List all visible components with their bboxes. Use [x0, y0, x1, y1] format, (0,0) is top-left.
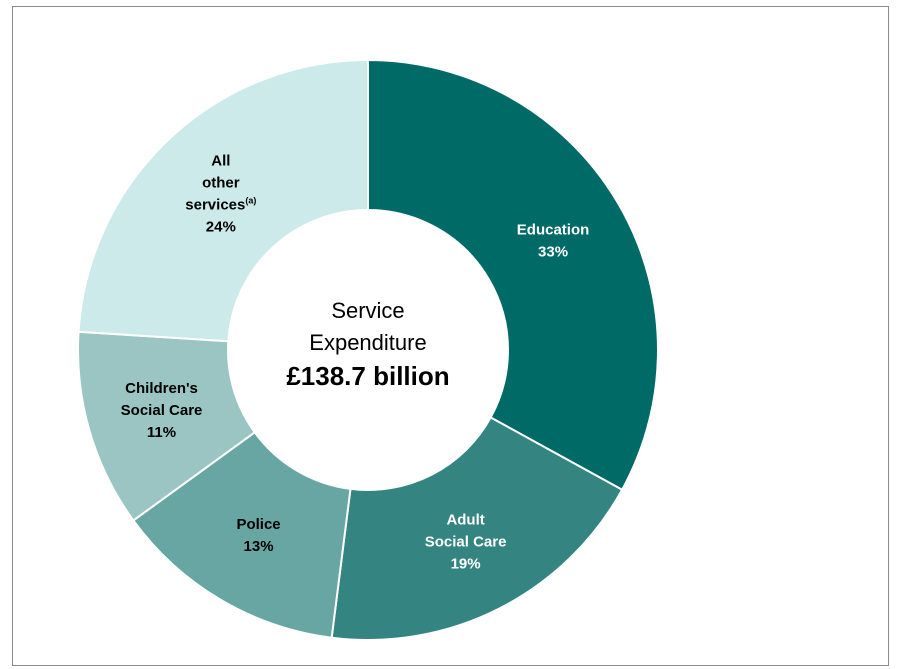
- label-police: Police 13%: [236, 516, 280, 555]
- label-education: Education 33%: [517, 222, 590, 261]
- center-line-2: Expenditure: [309, 330, 426, 355]
- label-value: 13%: [244, 538, 274, 555]
- label-line: other: [202, 174, 240, 191]
- label-line: All: [211, 152, 230, 169]
- label-adult-social-care: Adult Social Care 19%: [425, 512, 507, 573]
- label-value: 33%: [538, 244, 568, 261]
- donut-slices: [77, 58, 659, 641]
- label-value: 11%: [147, 424, 176, 441]
- center-total: £138.7 billion: [286, 361, 449, 391]
- label-line: Social Care: [121, 402, 203, 419]
- slice-all-other-services: [77, 58, 369, 343]
- slice-police: [131, 430, 352, 639]
- label-value: 24%: [206, 218, 236, 235]
- slice-education: [367, 58, 659, 492]
- label-line: Police: [236, 516, 280, 533]
- slice-children-s-social-care: [77, 330, 257, 522]
- label-all-other-services: All other services(a) 24%: [185, 152, 256, 235]
- center-line-1: Service: [331, 298, 404, 323]
- label-line: Children's: [125, 380, 198, 397]
- center-label: Service Expenditure £138.7 billion: [286, 298, 449, 391]
- label-line: services(a): [185, 195, 256, 213]
- label-line: Social Care: [425, 534, 507, 551]
- label-line: Adult: [446, 512, 484, 529]
- label-value: 19%: [451, 556, 481, 573]
- slice-adult-social-care: [330, 416, 624, 641]
- slice-labels: Education 33% Adult Social Care 19% Police 13%…: [121, 152, 590, 572]
- label-children-s-social-care: Children's Social Care 11%: [121, 380, 203, 441]
- label-line: Education: [517, 222, 590, 239]
- label-superscript: (a): [245, 195, 256, 205]
